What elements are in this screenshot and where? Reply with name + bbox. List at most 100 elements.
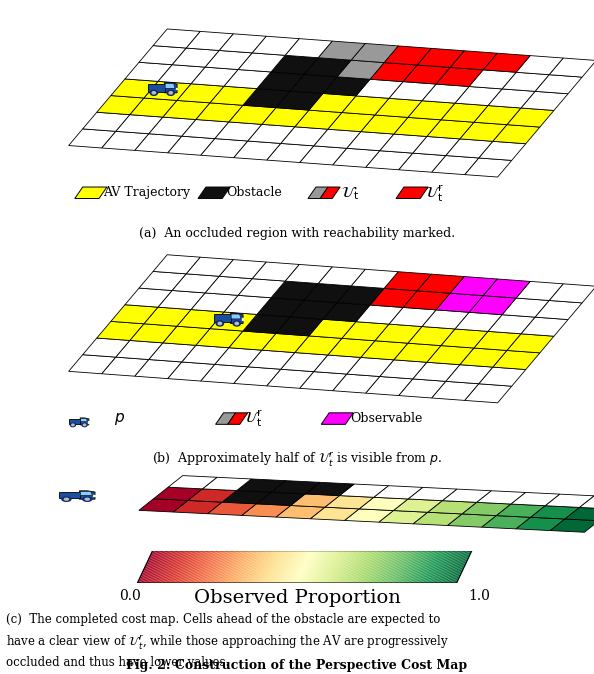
Polygon shape (260, 551, 276, 583)
Polygon shape (412, 551, 428, 583)
Polygon shape (479, 142, 526, 160)
Polygon shape (219, 551, 235, 583)
Polygon shape (168, 362, 214, 381)
Polygon shape (550, 519, 594, 532)
Polygon shape (229, 331, 276, 350)
Polygon shape (530, 506, 579, 519)
Polygon shape (288, 551, 305, 583)
Polygon shape (161, 551, 178, 583)
Polygon shape (361, 341, 408, 360)
Polygon shape (157, 551, 173, 583)
Polygon shape (208, 551, 225, 583)
Polygon shape (535, 301, 582, 319)
Polygon shape (283, 551, 300, 583)
Polygon shape (413, 512, 462, 526)
Text: $\mathcal{U}_\mathrm{t}^\mathrm{r}$: $\mathcal{U}_\mathrm{t}^\mathrm{r}$ (244, 408, 263, 429)
Polygon shape (393, 499, 443, 512)
Polygon shape (246, 551, 263, 583)
Polygon shape (301, 551, 317, 583)
Polygon shape (370, 63, 417, 82)
Polygon shape (273, 551, 290, 583)
Polygon shape (289, 551, 306, 583)
Polygon shape (455, 86, 502, 106)
Polygon shape (191, 67, 238, 86)
Polygon shape (266, 551, 282, 583)
Polygon shape (201, 365, 248, 384)
Polygon shape (450, 51, 497, 70)
Polygon shape (291, 551, 307, 583)
Polygon shape (516, 518, 565, 530)
Polygon shape (374, 551, 391, 583)
Polygon shape (168, 136, 214, 155)
Polygon shape (359, 551, 376, 583)
Polygon shape (137, 551, 154, 583)
Polygon shape (178, 551, 195, 583)
Polygon shape (352, 551, 368, 583)
Polygon shape (328, 338, 375, 357)
Polygon shape (252, 551, 268, 583)
Polygon shape (418, 551, 434, 583)
Text: 1.0: 1.0 (469, 590, 491, 603)
Polygon shape (394, 551, 411, 583)
Polygon shape (148, 343, 196, 362)
Polygon shape (370, 288, 417, 307)
Polygon shape (200, 551, 216, 583)
Text: (a)  An occluded region with reachability marked.: (a) An occluded region with reachability… (139, 226, 455, 240)
Polygon shape (549, 284, 594, 303)
Polygon shape (243, 314, 290, 334)
Polygon shape (326, 551, 342, 583)
Polygon shape (151, 551, 168, 583)
Polygon shape (207, 502, 257, 516)
Polygon shape (278, 551, 295, 583)
Circle shape (71, 423, 75, 427)
Polygon shape (310, 507, 359, 520)
Polygon shape (409, 551, 426, 583)
Polygon shape (331, 551, 347, 583)
Polygon shape (366, 151, 413, 170)
Polygon shape (493, 125, 540, 144)
Polygon shape (565, 508, 594, 520)
Polygon shape (442, 551, 458, 583)
Polygon shape (80, 418, 89, 425)
Polygon shape (320, 551, 336, 583)
Polygon shape (308, 551, 325, 583)
Polygon shape (347, 357, 394, 377)
Polygon shape (394, 343, 441, 362)
Polygon shape (317, 551, 333, 583)
Polygon shape (333, 374, 380, 393)
Polygon shape (245, 551, 261, 583)
Polygon shape (333, 551, 350, 583)
Text: 0.0: 0.0 (119, 590, 141, 603)
Polygon shape (321, 412, 353, 425)
Polygon shape (172, 551, 189, 583)
Polygon shape (138, 551, 155, 583)
Polygon shape (205, 551, 221, 583)
Polygon shape (306, 551, 322, 583)
Circle shape (62, 497, 71, 501)
Polygon shape (380, 551, 396, 583)
Polygon shape (225, 551, 241, 583)
Polygon shape (253, 551, 270, 583)
Polygon shape (252, 36, 299, 55)
Polygon shape (139, 272, 186, 290)
Polygon shape (159, 551, 175, 583)
Circle shape (83, 424, 86, 426)
Polygon shape (296, 551, 312, 583)
Polygon shape (257, 551, 273, 583)
Polygon shape (304, 284, 351, 303)
Polygon shape (170, 551, 187, 583)
Polygon shape (399, 379, 446, 398)
Polygon shape (224, 295, 271, 314)
Polygon shape (386, 551, 402, 583)
Polygon shape (116, 115, 163, 133)
Polygon shape (443, 551, 459, 583)
Polygon shape (312, 551, 328, 583)
Polygon shape (295, 110, 342, 129)
Polygon shape (364, 551, 381, 583)
Polygon shape (438, 551, 454, 583)
Polygon shape (377, 551, 393, 583)
Polygon shape (213, 314, 230, 322)
Polygon shape (382, 551, 399, 583)
Polygon shape (304, 551, 320, 583)
Polygon shape (111, 79, 158, 98)
